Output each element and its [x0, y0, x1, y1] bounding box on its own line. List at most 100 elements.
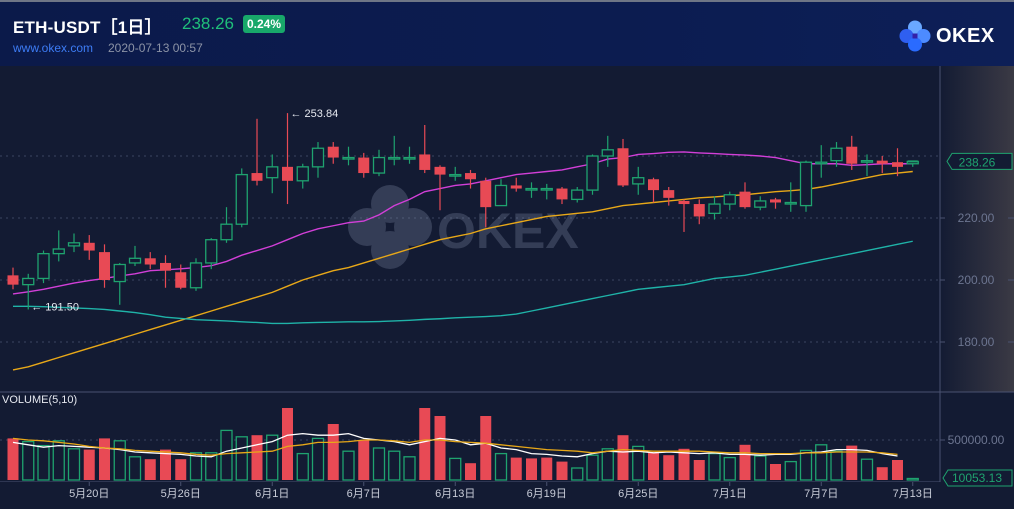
- volume-bar[interactable]: [282, 408, 293, 480]
- volume-bar[interactable]: [128, 456, 142, 481]
- volume-bar[interactable]: [311, 437, 325, 481]
- volume-bar[interactable]: [465, 463, 476, 480]
- candle[interactable]: [419, 125, 431, 174]
- kline-chart[interactable]: OKEX 180.00 200.00 220.00 ← 253.84 ← 191.50 23…: [0, 66, 1014, 509]
- volume-bar[interactable]: [7, 438, 19, 480]
- volume-bar[interactable]: [648, 452, 659, 480]
- candle[interactable]: [342, 146, 355, 166]
- candle[interactable]: [327, 142, 339, 164]
- candle[interactable]: [251, 118, 263, 186]
- candle[interactable]: [311, 142, 325, 178]
- volume-bar[interactable]: [205, 452, 218, 481]
- volume-bar[interactable]: [83, 449, 95, 480]
- candle[interactable]: [784, 182, 797, 212]
- volume-bar[interactable]: [815, 444, 828, 481]
- candle[interactable]: [434, 165, 446, 211]
- volume-bar[interactable]: [678, 448, 690, 480]
- candle[interactable]: [739, 182, 751, 209]
- volume-bar[interactable]: [510, 457, 522, 480]
- volume-bar[interactable]: [526, 458, 537, 480]
- volume-bar[interactable]: [632, 445, 645, 481]
- volume-bar[interactable]: [67, 448, 81, 481]
- candle[interactable]: [892, 148, 903, 177]
- candle[interactable]: [52, 230, 65, 262]
- candle[interactable]: [648, 177, 659, 203]
- volume-bar[interactable]: [372, 447, 386, 481]
- volume-bar[interactable]: [327, 424, 339, 480]
- volume-bar[interactable]: [708, 452, 721, 481]
- candle[interactable]: [799, 160, 813, 212]
- candle[interactable]: [266, 154, 279, 194]
- candle[interactable]: [282, 113, 293, 205]
- volume-bar[interactable]: [784, 460, 797, 481]
- volume-bar[interactable]: [160, 449, 171, 480]
- volume-bar[interactable]: [99, 438, 110, 480]
- candle[interactable]: [83, 235, 95, 260]
- candle[interactable]: [876, 156, 888, 174]
- volume-bar[interactable]: [175, 459, 187, 480]
- candle[interactable]: [388, 135, 401, 166]
- candle[interactable]: [678, 199, 690, 232]
- volume-bar[interactable]: [358, 440, 370, 480]
- volume-bar[interactable]: [892, 460, 903, 480]
- candle[interactable]: [723, 191, 736, 211]
- candle[interactable]: [372, 149, 386, 177]
- candle[interactable]: [296, 163, 309, 189]
- volume-bar[interactable]: [876, 467, 888, 480]
- volume-bar[interactable]: [220, 429, 233, 481]
- candle[interactable]: [815, 145, 828, 178]
- candle[interactable]: [540, 183, 553, 200]
- candle[interactable]: [235, 168, 248, 228]
- candle[interactable]: [175, 264, 187, 290]
- volume-bar[interactable]: [723, 456, 736, 481]
- volume-bar[interactable]: [770, 464, 781, 480]
- candle[interactable]: [67, 233, 81, 253]
- candle[interactable]: [465, 169, 476, 189]
- volume-bar[interactable]: [403, 456, 416, 481]
- candle[interactable]: [128, 245, 142, 267]
- volume-bar[interactable]: [449, 457, 462, 481]
- candle[interactable]: [494, 179, 508, 207]
- volume-bar[interactable]: [571, 467, 584, 481]
- volume-bar[interactable]: [860, 458, 874, 481]
- candle[interactable]: [571, 187, 584, 203]
- volume-bar[interactable]: [52, 440, 65, 481]
- candle[interactable]: [99, 244, 110, 288]
- candle[interactable]: [693, 199, 705, 225]
- volume-bar[interactable]: [296, 452, 309, 481]
- volume-bar[interactable]: [388, 450, 401, 481]
- candle[interactable]: [770, 197, 781, 209]
- candle[interactable]: [220, 207, 233, 243]
- volume-bar[interactable]: [693, 460, 705, 480]
- candle[interactable]: [358, 152, 370, 178]
- volume-bar[interactable]: [754, 455, 767, 481]
- volume-bar[interactable]: [189, 452, 203, 481]
- candle[interactable]: [632, 166, 645, 195]
- candle[interactable]: [113, 262, 126, 305]
- volume-bar[interactable]: [906, 477, 919, 481]
- volume-bar[interactable]: [22, 440, 35, 481]
- candle[interactable]: [556, 187, 568, 205]
- volume-bar[interactable]: [541, 457, 553, 480]
- candle[interactable]: [601, 135, 614, 167]
- volume-bar[interactable]: [739, 444, 751, 480]
- candle[interactable]: [586, 154, 599, 195]
- candle[interactable]: [525, 182, 538, 198]
- candle[interactable]: [860, 154, 874, 177]
- volume-bar[interactable]: [799, 449, 813, 481]
- candle[interactable]: [510, 177, 522, 192]
- volume-bar[interactable]: [434, 416, 446, 480]
- candle[interactable]: [754, 196, 767, 211]
- candle[interactable]: [22, 273, 35, 310]
- volume-bar[interactable]: [144, 459, 156, 480]
- candle[interactable]: [7, 267, 19, 290]
- volume-bar[interactable]: [617, 435, 629, 480]
- volume-bar[interactable]: [251, 435, 263, 480]
- volume-bar[interactable]: [419, 408, 431, 480]
- candle[interactable]: [846, 135, 858, 170]
- candle[interactable]: [480, 177, 492, 228]
- volume-bar[interactable]: [601, 448, 614, 481]
- candle[interactable]: [205, 238, 218, 270]
- volume-bar[interactable]: [37, 444, 50, 481]
- volume-bar[interactable]: [480, 416, 492, 480]
